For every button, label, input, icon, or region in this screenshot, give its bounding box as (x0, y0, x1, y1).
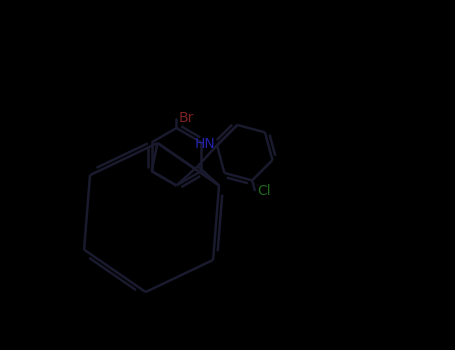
Text: Br: Br (178, 111, 194, 125)
Text: HN: HN (194, 137, 215, 151)
Text: Cl: Cl (257, 183, 271, 197)
